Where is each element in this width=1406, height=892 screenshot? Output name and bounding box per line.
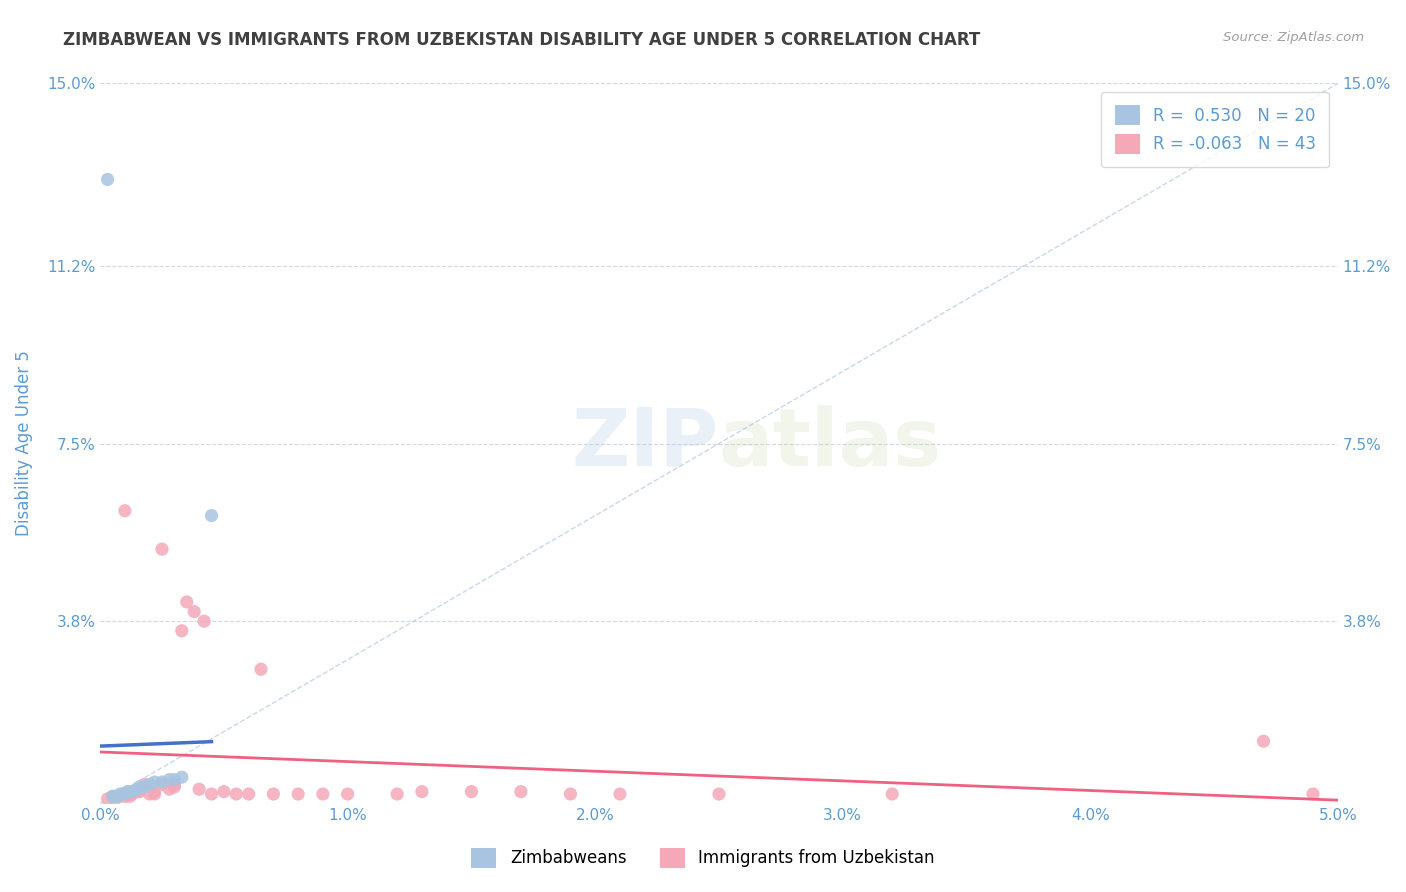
Point xyxy=(117,784,139,798)
Point xyxy=(114,789,136,804)
Point xyxy=(385,787,408,801)
Point xyxy=(411,784,433,798)
Point xyxy=(150,542,173,557)
Point xyxy=(176,595,198,609)
Point xyxy=(212,784,235,798)
Point xyxy=(138,787,160,801)
Point xyxy=(96,172,118,186)
Point xyxy=(460,784,482,798)
Point xyxy=(127,782,149,797)
Point xyxy=(193,614,215,628)
Point xyxy=(163,772,186,787)
Point xyxy=(183,605,205,619)
Point xyxy=(159,772,181,787)
Point xyxy=(560,787,582,801)
Point xyxy=(111,787,134,801)
Point xyxy=(238,787,260,801)
Point xyxy=(170,624,193,638)
Point xyxy=(1302,787,1324,801)
Point xyxy=(114,787,136,801)
Point xyxy=(707,787,730,801)
Point xyxy=(121,787,143,801)
Text: Source: ZipAtlas.com: Source: ZipAtlas.com xyxy=(1223,31,1364,45)
Text: ZIMBABWEAN VS IMMIGRANTS FROM UZBEKISTAN DISABILITY AGE UNDER 5 CORRELATION CHAR: ZIMBABWEAN VS IMMIGRANTS FROM UZBEKISTAN… xyxy=(63,31,980,49)
Point xyxy=(159,782,181,797)
Point xyxy=(163,780,186,794)
Point xyxy=(143,784,166,798)
Point xyxy=(170,770,193,784)
Point xyxy=(882,787,904,801)
Point xyxy=(225,787,247,801)
Point xyxy=(104,789,127,804)
Point xyxy=(138,777,160,791)
Text: ZIP: ZIP xyxy=(572,405,718,483)
Point xyxy=(262,787,284,801)
Point xyxy=(150,777,173,791)
Point xyxy=(107,789,129,804)
Point xyxy=(96,792,118,806)
Point xyxy=(108,789,131,804)
Text: atlas: atlas xyxy=(718,405,942,483)
Point xyxy=(128,780,150,794)
Y-axis label: Disability Age Under 5: Disability Age Under 5 xyxy=(15,351,32,536)
Point xyxy=(134,777,156,791)
Point xyxy=(509,784,531,798)
Point xyxy=(108,787,131,801)
Point xyxy=(287,787,309,801)
Point xyxy=(200,787,222,801)
Point xyxy=(121,784,143,798)
Point xyxy=(104,792,127,806)
Point xyxy=(128,784,150,798)
Point xyxy=(200,508,222,523)
Point xyxy=(118,789,141,804)
Point xyxy=(101,789,124,804)
Point xyxy=(312,787,335,801)
Point xyxy=(127,784,149,798)
Point xyxy=(188,782,211,797)
Point xyxy=(114,504,136,518)
Point xyxy=(134,780,156,794)
Legend: R =  0.530   N = 20, R = -0.063   N = 43: R = 0.530 N = 20, R = -0.063 N = 43 xyxy=(1101,92,1330,168)
Point xyxy=(118,784,141,798)
Point xyxy=(336,787,359,801)
Point xyxy=(150,775,173,789)
Point xyxy=(609,787,631,801)
Point xyxy=(250,662,273,676)
Point xyxy=(143,787,166,801)
Point xyxy=(101,789,124,804)
Point xyxy=(163,777,186,791)
Point xyxy=(1253,734,1275,748)
Legend: Zimbabweans, Immigrants from Uzbekistan: Zimbabweans, Immigrants from Uzbekistan xyxy=(465,841,941,875)
Point xyxy=(143,775,166,789)
